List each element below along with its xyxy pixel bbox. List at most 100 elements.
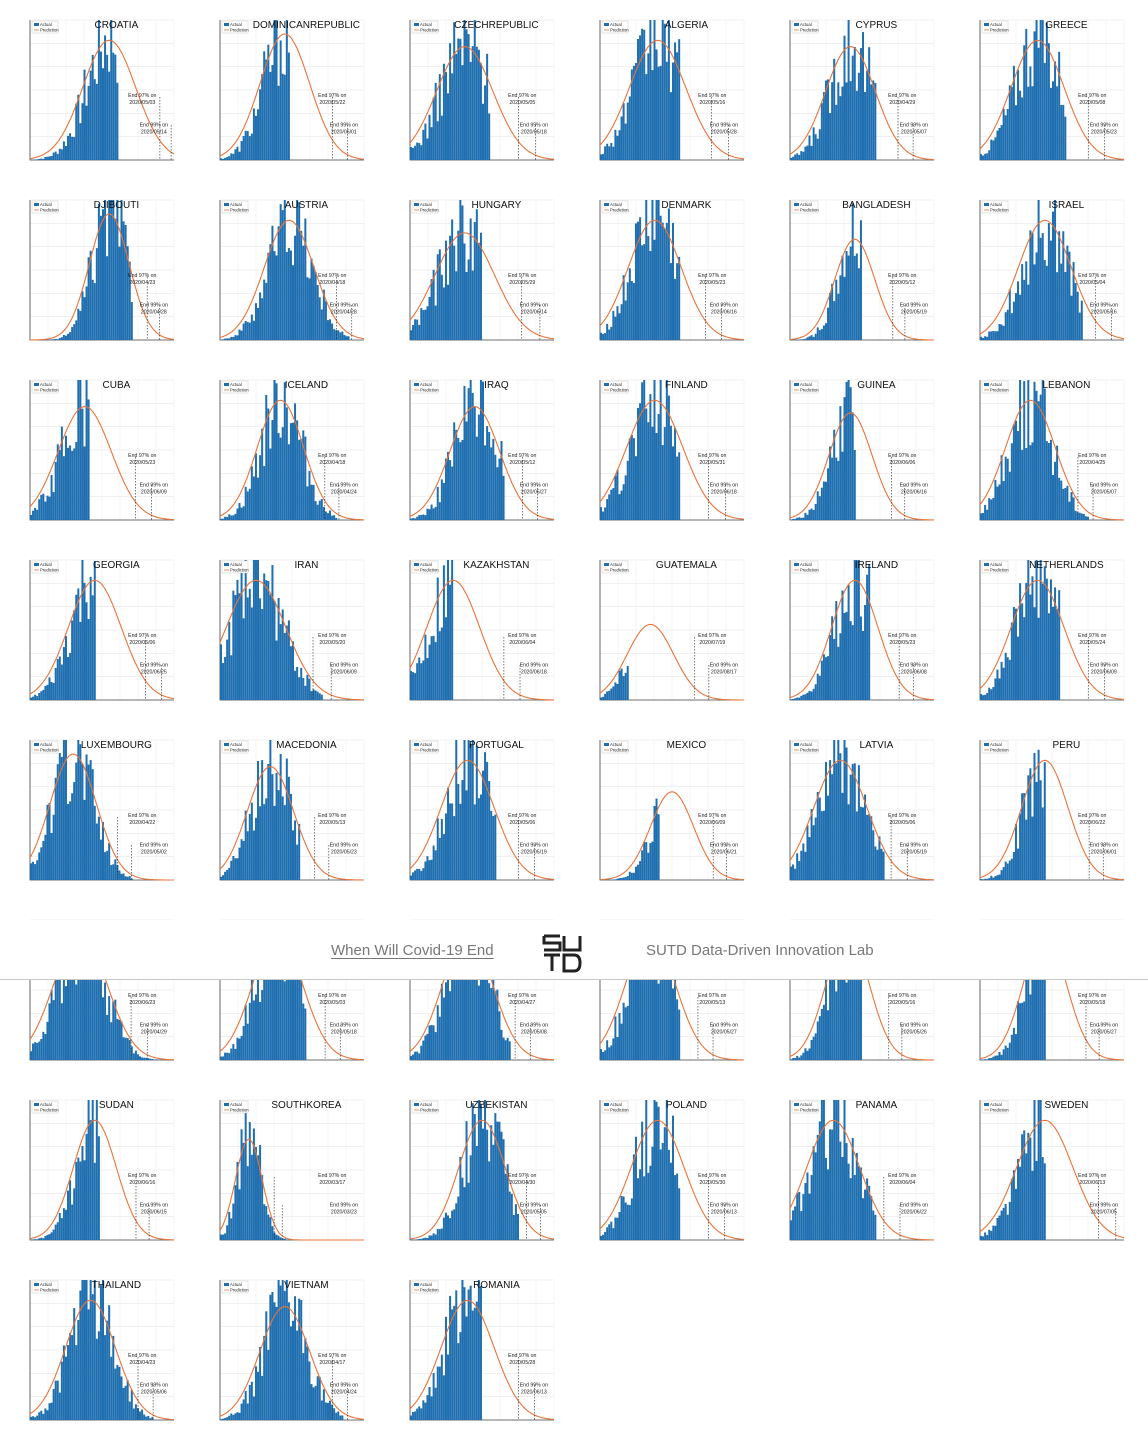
actual-bar [988,1229,991,1240]
actual-bar [95,1100,98,1240]
actual-bar [430,1396,433,1420]
actual-bar [252,1128,255,1240]
actual-bar [87,961,90,1060]
actual-bar [422,310,425,340]
actual-bar [108,200,111,340]
actual-bar [866,1178,869,1240]
actual-bar [147,1415,150,1420]
actual-bar [414,1051,417,1060]
actual-bar [312,484,315,520]
actual-bar [259,598,262,700]
actual-bar [424,634,427,700]
actual-bar [667,208,670,340]
actual-bar [424,515,427,520]
actual-bar [112,864,115,880]
end99-annotation: 2020/05/23 [1091,129,1117,135]
end99-annotation: 2020/04/28 [331,309,357,315]
actual-bar [69,1333,72,1420]
actual-bar [992,497,995,520]
actual-bar [312,1387,315,1420]
actual-bar [469,920,472,1060]
actual-bar [324,301,327,340]
actual-bar [240,567,243,700]
actual-bar [79,1290,82,1420]
actual-bar [996,130,999,160]
legend-actual-label: Actual [990,202,1002,207]
actual-bar [73,448,76,520]
actual-bar [228,514,231,520]
actual-bar [864,794,867,880]
actual-bar [820,328,823,340]
actual-bar [46,495,49,520]
end99-annotation: End 99% on [140,482,168,488]
actual-bar [453,422,456,520]
actual-bar [151,1059,154,1060]
actual-bar [339,1415,342,1420]
actual-bar [606,691,609,700]
actual-bar [467,34,470,160]
actual-bar [1027,1132,1030,1240]
actual-bar [1029,66,1032,160]
actual-bar [806,692,809,700]
actual-bar [1000,661,1003,700]
actual-bar [822,654,825,700]
actual-bar [657,200,660,340]
actual-bar [459,442,462,520]
actual-bar [994,331,997,340]
actual-bar [424,1402,427,1420]
actual-bar [1045,265,1048,340]
country-chart: End 97% on 2020/06/09 End 99% on 2020/06/21… [582,728,752,898]
actual-bar [841,86,844,160]
when-will-covid-end-link[interactable]: When Will Covid-19 End [331,942,494,959]
legend-prediction-label: Prediction [230,388,249,393]
end99-annotation: End 99% on [330,482,358,488]
actual-bar [54,151,57,160]
actual-bar [220,1419,222,1420]
end97-annotation: End 97% on [1078,453,1106,459]
actual-bar [306,674,309,700]
end99-annotation: End 99% on [330,1202,358,1208]
actual-bar [62,1208,65,1240]
actual-bar [794,154,797,160]
legend-actual-swatch [984,23,989,26]
actual-bar [60,1003,63,1060]
sutd-logo-icon[interactable] [542,933,582,978]
actual-bar [438,249,441,340]
actual-bar [124,1385,127,1420]
actual-bar [440,1354,443,1420]
actual-bar [479,1104,482,1240]
actual-bar [606,143,609,160]
actual-bar [447,787,450,880]
actual-bar [1002,481,1005,520]
actual-bar [620,304,623,340]
end99-annotation: End 99% on [900,302,928,308]
actual-bar [835,601,838,700]
actual-bar [248,322,251,340]
actual-bar [67,1344,70,1420]
actual-bar [48,1234,51,1240]
actual-bar [1021,603,1024,700]
actual-bar [479,955,482,1060]
actual-bar [58,148,61,160]
actual-bar [992,1056,995,1060]
actual-bar [449,584,452,700]
actual-bar [620,116,623,160]
end97-annotation: End 97% on [1078,1173,1106,1179]
actual-bar [479,232,482,340]
actual-bar [308,678,311,700]
actual-bar [77,308,80,340]
actual-bar [504,1040,507,1060]
actual-bar [1017,281,1020,340]
actual-bar [808,509,811,520]
prediction-curve [789,579,935,701]
actual-bar [97,1331,100,1420]
country-title: GREECE [1045,20,1088,31]
prediction-curve [409,1119,555,1240]
legend-actual-label: Actual [420,1282,432,1287]
actual-bar [91,279,94,340]
